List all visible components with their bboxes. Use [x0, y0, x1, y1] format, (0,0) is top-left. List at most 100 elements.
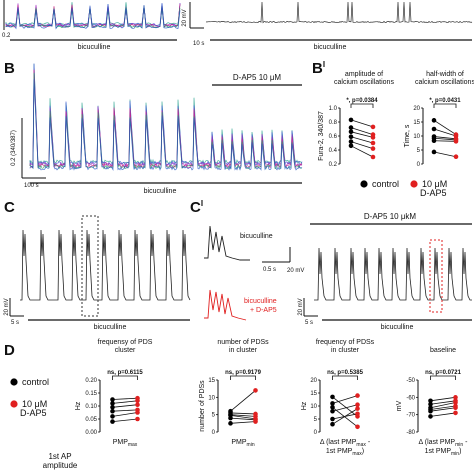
pair-line — [433, 136, 457, 140]
control-point — [110, 397, 115, 402]
x-axis-label-sub: min — [455, 442, 463, 448]
legend-dap5-label-line1: 10 μM — [22, 399, 47, 409]
panel-b-prime-legend: control 10 μM D-AP5 — [360, 179, 447, 198]
y-tick-label: 0 — [314, 430, 318, 436]
y-axis-label: mV — [396, 400, 403, 411]
panel-c-letter: C — [4, 199, 15, 216]
dap5-point — [453, 139, 459, 144]
panel-b-drug-label: D-AP5 10 μM — [233, 73, 282, 82]
plot-title: in cluster — [229, 347, 258, 354]
x-axis-label-sub: min — [247, 442, 255, 448]
control-point — [431, 118, 437, 123]
burst-trace-line — [314, 247, 472, 301]
calcium-trace — [5, 2, 181, 27]
panel-c-prime: CI bicuculline 0.5 s 20 mV bicuculline +… — [190, 199, 304, 321]
x-axis-label-sub: max — [356, 442, 366, 448]
pair-line — [230, 414, 256, 420]
panel-c-right-highlight-box — [429, 239, 443, 313]
y-tick-label: 15 — [413, 120, 420, 126]
control-point — [330, 416, 335, 422]
significance-label: *, p=0.0384 — [346, 98, 378, 104]
panel-a: 0.2 bicuculline 20 mV 10 s bicuculline — [2, 0, 473, 51]
control-point — [110, 408, 115, 414]
control-point — [330, 421, 335, 427]
plot-title: frequency of PDSs — [316, 339, 375, 346]
pair-line — [430, 402, 456, 409]
plot-title: frequensy of PDS — [98, 339, 153, 346]
x-axis-label: PMPmin — [231, 439, 254, 448]
legend-dap5-label-line1: 10 μM — [422, 179, 447, 189]
x-axis-label-line2-sub: min — [451, 451, 459, 457]
panel-a-right-bar-label: bicuculline — [314, 44, 347, 51]
panel-c-scale-x: 5 s — [11, 320, 19, 326]
y-axis-label: Hz — [75, 401, 82, 410]
panel-a-ephys-trace — [205, 1, 473, 24]
y-tick-label: 0.20 — [85, 378, 97, 384]
dap5-point — [253, 388, 258, 393]
dap5-point — [135, 416, 140, 422]
dap5-point — [370, 140, 376, 146]
panel-c-right: D-AP5 10 μkM 20 mV 5 s bicuculline — [298, 212, 472, 331]
dap5-point — [370, 154, 376, 160]
control-point — [431, 138, 437, 144]
pair-line — [350, 136, 374, 144]
calcium-trace — [5, 5, 181, 30]
legend-dap5-dot — [410, 180, 418, 188]
plot-title: amplitude of — [345, 71, 383, 78]
dap5-point — [453, 410, 458, 416]
x-axis-label-line2-close: ) — [459, 448, 461, 455]
ephys-trace-line — [205, 1, 473, 24]
panel-c-right-drug-label: D-AP5 10 μkM — [364, 212, 417, 221]
panel-c-right-scale-x: 5 s — [305, 320, 313, 326]
y-tick-label: 10 — [310, 404, 317, 410]
panel-c-prime-top-label: bicuculline — [240, 233, 273, 240]
pair-line — [433, 137, 457, 141]
pair-line — [112, 397, 138, 400]
dap5-point — [453, 395, 458, 400]
y-tick-label: -70 — [406, 413, 415, 419]
x-axis-label-line2: 1st PMPmin) — [425, 448, 462, 457]
y-tick-label: 0.2 — [329, 162, 338, 168]
significance-bracket — [230, 375, 256, 380]
y-tick-label: 20 — [310, 378, 317, 384]
control-point — [330, 405, 335, 410]
panel-c-bar-label: bicuculline — [94, 324, 127, 331]
dap5-burst-line — [204, 289, 247, 321]
panel-c-right-ephys-trace — [314, 247, 472, 301]
pair-line — [230, 417, 256, 421]
panel-a-bar-label: bicuculline — [78, 44, 111, 51]
y-tick-label: -80 — [406, 430, 415, 436]
dap5-point — [355, 424, 360, 430]
pair-line — [433, 128, 457, 137]
pair-line — [112, 400, 138, 404]
pair-line — [350, 141, 374, 149]
y-tick-label: 0.10 — [85, 404, 97, 410]
pair-line — [332, 406, 358, 428]
dap5-point — [355, 393, 360, 398]
y-tick-label: 0.8 — [329, 120, 338, 126]
plot-title: number of PDSs — [217, 339, 269, 346]
x-axis-label: Δ (last PMPmax - — [320, 439, 371, 448]
legend-control-label: control — [22, 377, 49, 387]
pair-line — [332, 395, 358, 404]
pair-line — [350, 119, 374, 128]
control-point — [431, 149, 437, 155]
panel-b-calcium-traces — [29, 63, 303, 171]
pair-line — [430, 407, 456, 412]
significance-bracket — [350, 103, 374, 108]
pair-line — [350, 131, 374, 138]
control-point — [330, 401, 335, 406]
pair-line — [230, 412, 256, 415]
panel-c-prime-dap5-trace — [204, 289, 247, 321]
panel-c-highlight-box — [81, 215, 99, 317]
panel-c-prime-scale-x: 0.5 s — [263, 267, 276, 273]
y-axis-label: Time, s — [404, 124, 411, 147]
x-axis-label-sep: - — [463, 439, 468, 446]
burst-trace-line — [20, 229, 191, 301]
pair-line — [433, 151, 457, 158]
x-axis-label: PMPmax — [113, 439, 138, 448]
